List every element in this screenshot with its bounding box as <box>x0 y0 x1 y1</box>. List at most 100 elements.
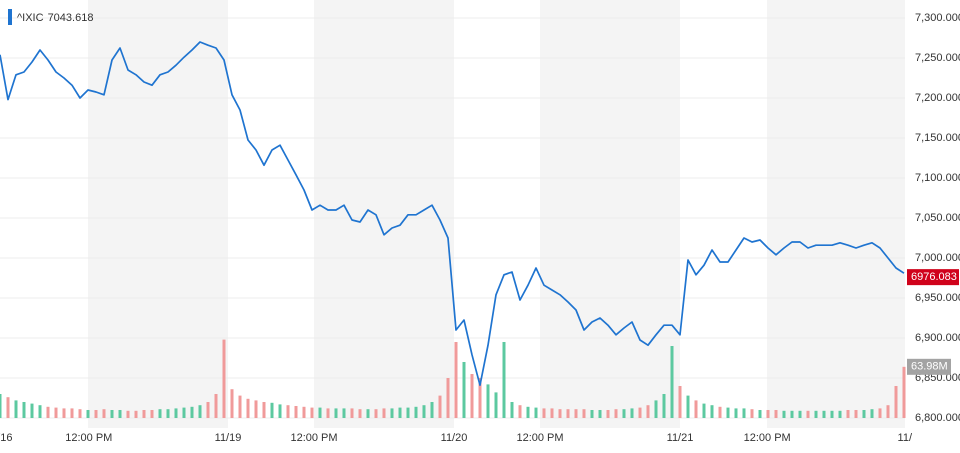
volume-bar <box>174 408 178 418</box>
volume-bar <box>582 409 586 418</box>
volume-bar <box>414 406 418 418</box>
volume-bar <box>14 400 18 418</box>
legend-name: ^IXIC <box>17 12 44 24</box>
y-tick-label: 6,850.000 <box>915 372 960 384</box>
volume-bar <box>534 407 538 418</box>
x-tick-label: 12:00 PM <box>516 432 563 444</box>
volume-bar <box>590 410 594 418</box>
volume-bar <box>358 409 362 418</box>
band <box>767 0 905 428</box>
volume-bar <box>758 410 762 418</box>
y-tick-label: 7,250.000 <box>915 52 960 64</box>
volume-bar <box>302 406 306 418</box>
volume-bar <box>150 410 154 418</box>
volume-bar <box>310 407 314 418</box>
volume-bar <box>718 406 722 418</box>
volume-bar <box>622 409 626 418</box>
volume-bar <box>574 409 578 418</box>
volume-bar <box>22 402 26 418</box>
volume-bar <box>814 410 818 418</box>
volume-bar <box>422 405 426 418</box>
volume-bar <box>38 405 42 418</box>
volume-bar <box>78 409 82 418</box>
volume-bar <box>742 408 746 418</box>
volume-bar <box>726 407 730 418</box>
x-tick-label: 11/19 <box>215 432 242 444</box>
volume-bar <box>470 374 474 418</box>
legend-swatch <box>8 9 12 25</box>
x-tick-label: 12:00 PM <box>290 432 337 444</box>
volume-bar <box>342 408 346 418</box>
x-tick-label: 12:00 PM <box>65 432 112 444</box>
volume-bar <box>606 410 610 418</box>
volume-bar <box>654 400 658 418</box>
volume-bar <box>54 407 58 418</box>
volume-bar <box>86 410 90 418</box>
volume-bar <box>454 342 458 418</box>
volume-bar <box>702 403 706 418</box>
session-bands <box>88 0 905 428</box>
volume-bar <box>686 395 690 418</box>
y-tick-label: 7,150.000 <box>915 132 960 144</box>
volume-bar <box>510 402 514 418</box>
volume-bar <box>870 409 874 418</box>
volume-bar <box>478 378 482 418</box>
volume-bar <box>246 398 250 418</box>
volume-bar <box>550 408 554 418</box>
band <box>314 0 454 428</box>
volume-bar <box>670 346 674 418</box>
volume-bar <box>782 410 786 418</box>
volume-bar <box>878 408 882 418</box>
volume-bar <box>598 410 602 418</box>
volume-bar <box>278 404 282 418</box>
volume-bar <box>886 405 890 418</box>
volume-bar <box>830 410 834 418</box>
y-tick-label: 6,900.000 <box>915 332 960 344</box>
volume-bar <box>798 410 802 418</box>
volume-bar <box>110 410 114 418</box>
volume-bar <box>790 410 794 418</box>
volume-bar <box>710 405 714 418</box>
y-tick-label: 7,000.000 <box>915 252 960 264</box>
last-volume-label: 63.98M <box>911 361 948 373</box>
volume-bar <box>238 395 242 418</box>
last-volume-box <box>907 358 951 375</box>
volume-bar <box>462 362 466 418</box>
volume-bar <box>678 386 682 418</box>
volume-bar <box>334 408 338 418</box>
last-price-label: 6976.083 <box>911 271 957 283</box>
volume-bar <box>118 410 122 418</box>
volume-bar <box>734 408 738 418</box>
volume-bar <box>406 407 410 418</box>
volume-bar <box>94 410 98 418</box>
volume-bar <box>662 394 666 418</box>
volume-bar <box>70 408 74 418</box>
volume-bar <box>198 405 202 418</box>
volume-bar <box>158 409 162 418</box>
y-tick-label: 6,800.000 <box>915 412 960 424</box>
volume-bar <box>486 384 490 418</box>
band <box>540 0 680 428</box>
volume-bar <box>102 409 106 418</box>
volume-bar <box>182 407 186 418</box>
y-tick-label: 7,200.000 <box>915 92 960 104</box>
volume-bar <box>262 402 266 418</box>
volume-bar <box>0 394 2 418</box>
volume-bar <box>46 406 50 418</box>
volume-bar <box>30 403 34 418</box>
volume-bar <box>766 410 770 418</box>
x-tick-label: 12:00 PM <box>744 432 791 444</box>
volume-bar <box>142 410 146 418</box>
legend-label: ^IXIC 7043.618 <box>17 12 93 24</box>
volume-bar <box>230 389 234 418</box>
volume-bar <box>526 406 530 418</box>
volume-bar <box>374 409 378 418</box>
volume-bar <box>862 410 866 418</box>
volume-bar <box>382 408 386 418</box>
volume-bar <box>398 407 402 418</box>
volume-bar <box>134 410 138 418</box>
volume-bar <box>214 394 218 418</box>
volume-bar <box>750 409 754 418</box>
volume-bar <box>894 386 898 418</box>
volume-bar <box>638 407 642 418</box>
